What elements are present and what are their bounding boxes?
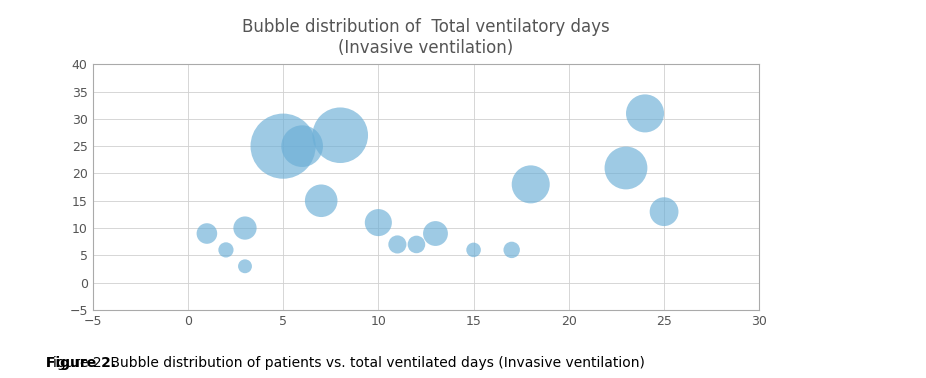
- Point: [238, 263, 253, 269]
- Point: [314, 198, 329, 204]
- Point: [332, 132, 347, 138]
- Point: [371, 220, 386, 226]
- Point: [276, 143, 291, 149]
- Point: [294, 143, 309, 149]
- Point: [638, 110, 653, 116]
- Point: [409, 242, 424, 248]
- Point: [505, 247, 519, 253]
- Text: Figure 2.: Figure 2.: [46, 356, 117, 370]
- Point: [523, 181, 538, 187]
- Title: Bubble distribution of  Total ventilatory days
(Invasive ventilation): Bubble distribution of Total ventilatory…: [242, 19, 610, 57]
- Point: [466, 247, 481, 253]
- Point: [657, 209, 671, 215]
- Point: [390, 242, 405, 248]
- Text: Figure 2. Bubble distribution of patients vs. total ventilated days (Invasive ve: Figure 2. Bubble distribution of patient…: [46, 356, 645, 370]
- Point: [619, 165, 633, 171]
- Point: [199, 231, 214, 237]
- Point: [219, 247, 233, 253]
- Point: [428, 231, 443, 237]
- Point: [238, 225, 253, 231]
